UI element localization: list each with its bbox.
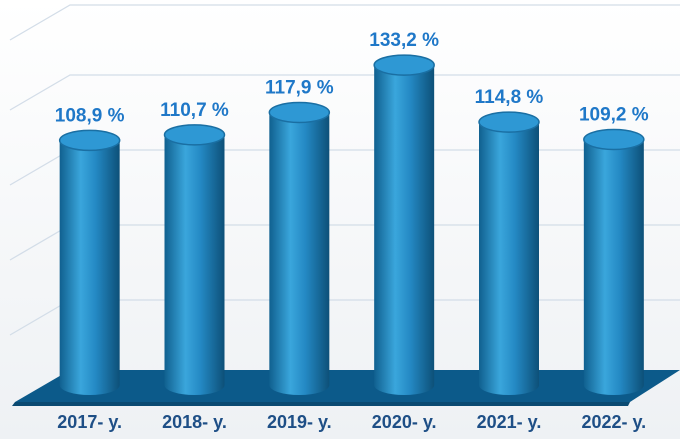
data-label: 110,7 % — [160, 100, 229, 121]
bar — [269, 112, 330, 395]
bar — [164, 134, 225, 395]
bar-top — [373, 54, 435, 76]
x-tick-label: 2021- y. — [477, 412, 542, 432]
grid-line — [9, 4, 680, 41]
x-tick-label: 2018- y. — [162, 412, 227, 432]
floor-edge — [12, 402, 630, 406]
bar — [59, 140, 120, 395]
bar-top — [163, 124, 226, 146]
bar — [374, 65, 435, 395]
bar-top — [268, 101, 331, 124]
bar — [479, 122, 539, 396]
data-label: 114,8 % — [475, 87, 544, 108]
x-tick-label: 2022- y. — [581, 412, 646, 432]
bar — [583, 139, 644, 395]
data-label: 117,9 % — [265, 78, 334, 99]
bar-top — [478, 111, 540, 133]
x-tick-label: 2020- y. — [372, 412, 437, 432]
x-tick-label: 2019- y. — [267, 412, 332, 432]
bar-top — [58, 129, 121, 152]
bar-top — [583, 128, 645, 151]
grid-line — [9, 74, 680, 111]
data-label: 108,9 % — [55, 105, 125, 126]
data-label: 133,2 % — [369, 30, 439, 51]
x-tick-label: 2017- y. — [57, 412, 122, 432]
data-label: 109,2 % — [579, 104, 649, 125]
